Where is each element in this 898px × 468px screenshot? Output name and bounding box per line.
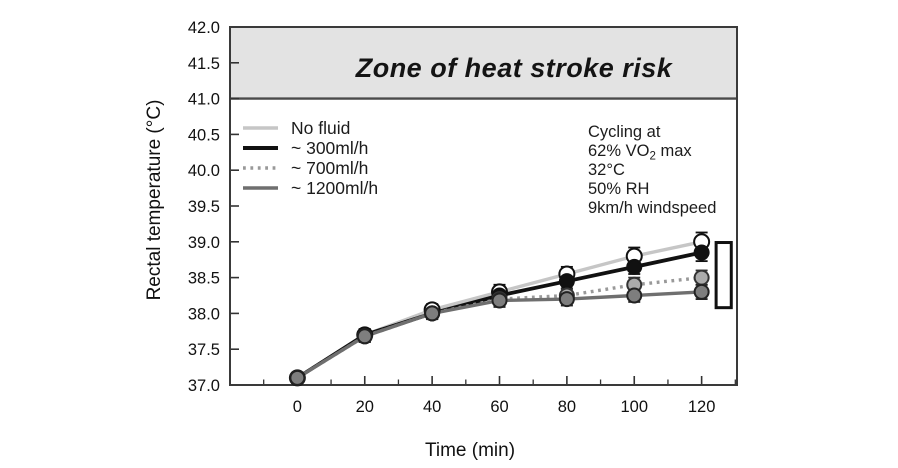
plot-frame-layer [229, 26, 738, 386]
plot-frame [229, 26, 738, 386]
end-bracket-layer [714, 241, 733, 310]
y-tick-label: 41.0 [188, 91, 220, 109]
y-tick-label: 38.5 [188, 270, 220, 288]
legend-label: No fluid [291, 118, 350, 138]
data-point-marker [289, 369, 306, 386]
x-tick-label: 120 [688, 398, 716, 416]
data-point-marker [424, 305, 441, 322]
series-line-2 [296, 250, 702, 380]
data-point-marker [491, 292, 508, 309]
y-axis-label: Rectal temperature (°C) [144, 100, 165, 301]
legend-label: ~ 1200ml/h [291, 178, 378, 198]
x-axis-label: Time (min) [425, 440, 515, 461]
legend-label: ~ 700ml/h [291, 158, 368, 178]
x-tick-label: 20 [356, 398, 374, 416]
x-tick-label: 100 [620, 398, 648, 416]
y-tick-label: 37.5 [188, 341, 220, 359]
y-tick-label: 41.5 [188, 55, 220, 73]
x-tick-label: 40 [423, 398, 441, 416]
heat-stroke-zone-band [230, 27, 737, 99]
annotation-line: 62% VO2 max [588, 142, 692, 163]
annotation-line: 32°C [588, 161, 625, 179]
data-point-marker [693, 269, 710, 286]
data-series-layer [288, 231, 711, 387]
final-values-bracket [714, 241, 733, 310]
y-tick-label: 42.0 [188, 19, 220, 37]
x-tick-label: 80 [558, 398, 576, 416]
annotation-line: Cycling at [588, 123, 661, 141]
data-point-marker [693, 244, 710, 261]
legend-label: ~ 300ml/h [291, 138, 368, 158]
data-point-marker [693, 283, 710, 300]
series-line-1 [296, 240, 702, 380]
axis-ticks-layer: 37.0 37.5 38.0 38.5 39.0 39.5 40.0 40.5 41.0 41.5… [188, 19, 736, 416]
x-tick-label: 60 [490, 398, 508, 416]
heat-stroke-zone-layer [230, 27, 737, 100]
y-tick-label: 40.0 [188, 162, 220, 180]
zone-title: Zone of heat stroke risk [355, 53, 674, 83]
data-point-marker [558, 273, 575, 290]
legend-item: ~ 1200ml/h [243, 178, 378, 198]
y-tick-label: 37.0 [188, 377, 220, 395]
annotation-line: 9km/h windspeed [588, 199, 716, 217]
y-tick-label: 39.5 [188, 198, 220, 216]
y-tick-label: 39.0 [188, 234, 220, 252]
x-tick-label: 0 [293, 398, 302, 416]
annotation-line: 50% RH [588, 180, 649, 198]
legend-item: No fluid [243, 118, 350, 138]
data-point-marker [356, 328, 373, 345]
data-point-marker [626, 287, 643, 304]
legend-item: ~ 700ml/h [243, 158, 368, 178]
data-point-marker [558, 291, 575, 308]
y-tick-label: 38.0 [188, 305, 220, 323]
y-tick-label: 40.5 [188, 126, 220, 144]
legend: No fluid~ 300ml/h~ 700ml/h~ 1200ml/h [243, 118, 378, 198]
legend-item: ~ 300ml/h [243, 138, 368, 158]
data-point-marker [626, 258, 643, 275]
